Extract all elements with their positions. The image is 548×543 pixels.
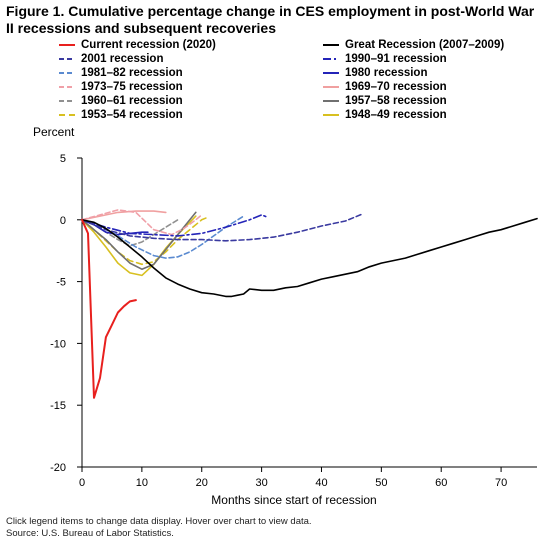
x-tick-label: 50 — [375, 477, 387, 489]
legend-label: 1990–91 recession — [345, 53, 447, 65]
axes: 50-5-10-15-200 10 20 30 40 50 60 70 — [50, 153, 537, 489]
legend: Current recession (2020) Great Recession … — [0, 38, 548, 124]
legend-label: 1969–70 recession — [345, 81, 447, 93]
legend-swatch — [323, 114, 339, 116]
y-tick-label: -20 — [50, 462, 66, 474]
legend-label: 2001 recession — [81, 53, 164, 65]
y-tick-label: -10 — [50, 338, 66, 350]
legend-label: 1980 recession — [345, 67, 428, 79]
legend-swatch — [59, 100, 75, 102]
series-line-9[interactable] — [81, 211, 197, 270]
legend-swatch — [59, 58, 75, 60]
x-tick-label: 70 — [495, 477, 507, 489]
y-tick-label: -15 — [50, 400, 66, 412]
chart-notes: Click legend items to change data displa… — [6, 516, 312, 540]
legend-swatch — [59, 72, 75, 74]
legend-swatch — [323, 86, 339, 88]
series-line-3[interactable] — [81, 214, 269, 237]
series-line-7[interactable] — [81, 210, 167, 221]
y-axis-label: Percent — [33, 125, 75, 139]
x-tick-label: 60 — [435, 477, 447, 489]
legend-swatch — [59, 114, 75, 116]
legend-swatch — [59, 86, 75, 88]
y-tick-label: -5 — [56, 277, 66, 289]
x-tick-label: 10 — [136, 477, 148, 489]
x-tick-label: 20 — [196, 477, 208, 489]
legend-label: 1973–75 recession — [81, 81, 183, 93]
instructions-note: Click legend items to change data displa… — [6, 516, 312, 527]
legend-swatch — [323, 58, 339, 60]
legend-swatch — [323, 100, 339, 102]
line-chart[interactable]: 50-5-10-15-200 10 20 30 40 50 60 70 — [0, 145, 548, 490]
series-line-1[interactable] — [81, 217, 538, 298]
legend-swatch — [323, 44, 339, 46]
source-note: Source: U.S. Bureau of Labor Statistics. — [6, 528, 174, 539]
legend-label: 1948–49 recession — [345, 109, 447, 121]
legend-label: Great Recession (2007–2009) — [345, 39, 505, 51]
chart-title: Figure 1. Cumulative percentage change i… — [6, 3, 535, 36]
x-axis-label: Months since start of recession — [211, 493, 377, 507]
x-tick-label: 0 — [79, 477, 85, 489]
legend-label: 1953–54 recession — [81, 109, 183, 121]
series-line-0[interactable] — [81, 218, 137, 399]
legend-swatch — [323, 72, 339, 74]
legend-label: Current recession (2020) — [81, 39, 216, 51]
series-layer — [81, 209, 538, 399]
legend-label: 1957–58 recession — [345, 95, 447, 107]
x-tick-label: 40 — [315, 477, 327, 489]
y-tick-label: 0 — [60, 215, 66, 227]
x-tick-label: 30 — [255, 477, 267, 489]
legend-label: 1981–82 recession — [81, 67, 183, 79]
series-line-6[interactable] — [81, 209, 203, 236]
legend-label: 1960–61 recession — [81, 95, 183, 107]
legend-swatch — [59, 44, 75, 46]
y-tick-label: 5 — [60, 153, 66, 165]
series-line-2[interactable] — [81, 212, 365, 242]
